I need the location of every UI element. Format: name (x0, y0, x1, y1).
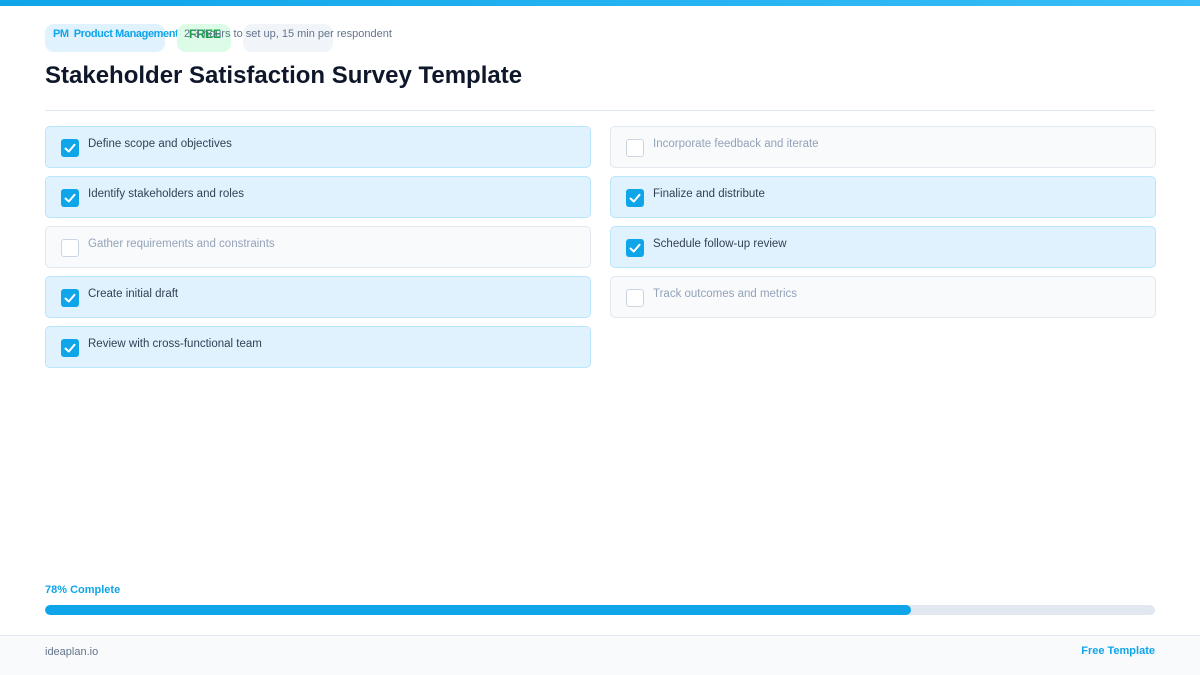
checklist-item[interactable]: Gather requirements and constraints (45, 226, 591, 268)
checklist-item[interactable]: Review with cross-functional team (45, 326, 591, 368)
checkmark-icon (629, 193, 641, 203)
checkmark-icon (64, 143, 76, 153)
checklist-item-label: Track outcomes and metrics (653, 288, 798, 300)
category-badge: PM Product Management (45, 24, 179, 52)
checklist-item[interactable]: Identify stakeholders and roles (45, 176, 591, 218)
checklist-item-label: Incorporate feedback and iterate (653, 138, 819, 150)
category-code: PM (53, 28, 69, 40)
checkmark-icon (629, 243, 641, 253)
progress-label: 78% Complete (45, 584, 121, 596)
free-badge: FREE (177, 24, 231, 52)
checked-checkbox[interactable] (626, 189, 644, 207)
checklist-item-label: Schedule follow-up review (653, 238, 787, 250)
unchecked-checkbox[interactable] (626, 139, 644, 157)
checklist-item-label: Create initial draft (88, 288, 179, 300)
top-accent-bar (0, 0, 1200, 6)
checklist-left-column: Define scope and objectives Identify stak… (45, 126, 591, 376)
checked-checkbox[interactable] (61, 339, 79, 357)
checklist-item-label: Finalize and distribute (653, 188, 765, 200)
checklist-item-label: Review with cross-functional team (88, 338, 262, 350)
category-name: Product Management (73, 28, 179, 40)
checklist-item[interactable]: Define scope and objectives (45, 126, 591, 168)
checklist-item-label: Identify stakeholders and roles (88, 188, 244, 200)
footer: ideaplan.io Free Template (0, 635, 1200, 675)
checklist-item[interactable]: Track outcomes and metrics (610, 276, 1156, 318)
checklist-item[interactable]: Incorporate feedback and iterate (610, 126, 1156, 168)
checklist-item-label: Define scope and objectives (88, 138, 232, 150)
checked-checkbox[interactable] (61, 139, 79, 157)
checkmark-icon (64, 193, 76, 203)
footer-brand: ideaplan.io (45, 646, 99, 658)
checked-checkbox[interactable] (61, 189, 79, 207)
page-title: Stakeholder Satisfaction Survey Template (45, 62, 523, 89)
free-template-link[interactable]: Free Template (1081, 645, 1155, 657)
unchecked-checkbox[interactable] (626, 289, 644, 307)
progress-bar-fill (45, 605, 911, 615)
unchecked-checkbox[interactable] (61, 239, 79, 257)
header-divider (45, 110, 1155, 111)
time-badge (243, 24, 333, 52)
checklist-item[interactable]: Create initial draft (45, 276, 591, 318)
checked-checkbox[interactable] (61, 289, 79, 307)
progress-bar (45, 605, 1155, 615)
checkmark-icon (64, 343, 76, 353)
checklist-right-column: Incorporate feedback and iterate Finalize… (610, 126, 1156, 326)
checked-checkbox[interactable] (626, 239, 644, 257)
checklist-item[interactable]: Finalize and distribute (610, 176, 1156, 218)
checklist-item-label: Gather requirements and constraints (88, 238, 275, 250)
checklist-item[interactable]: Schedule follow-up review (610, 226, 1156, 268)
time-estimate: 2-3 hours to set up, 15 min per responde… (184, 28, 392, 40)
checkmark-icon (64, 293, 76, 303)
